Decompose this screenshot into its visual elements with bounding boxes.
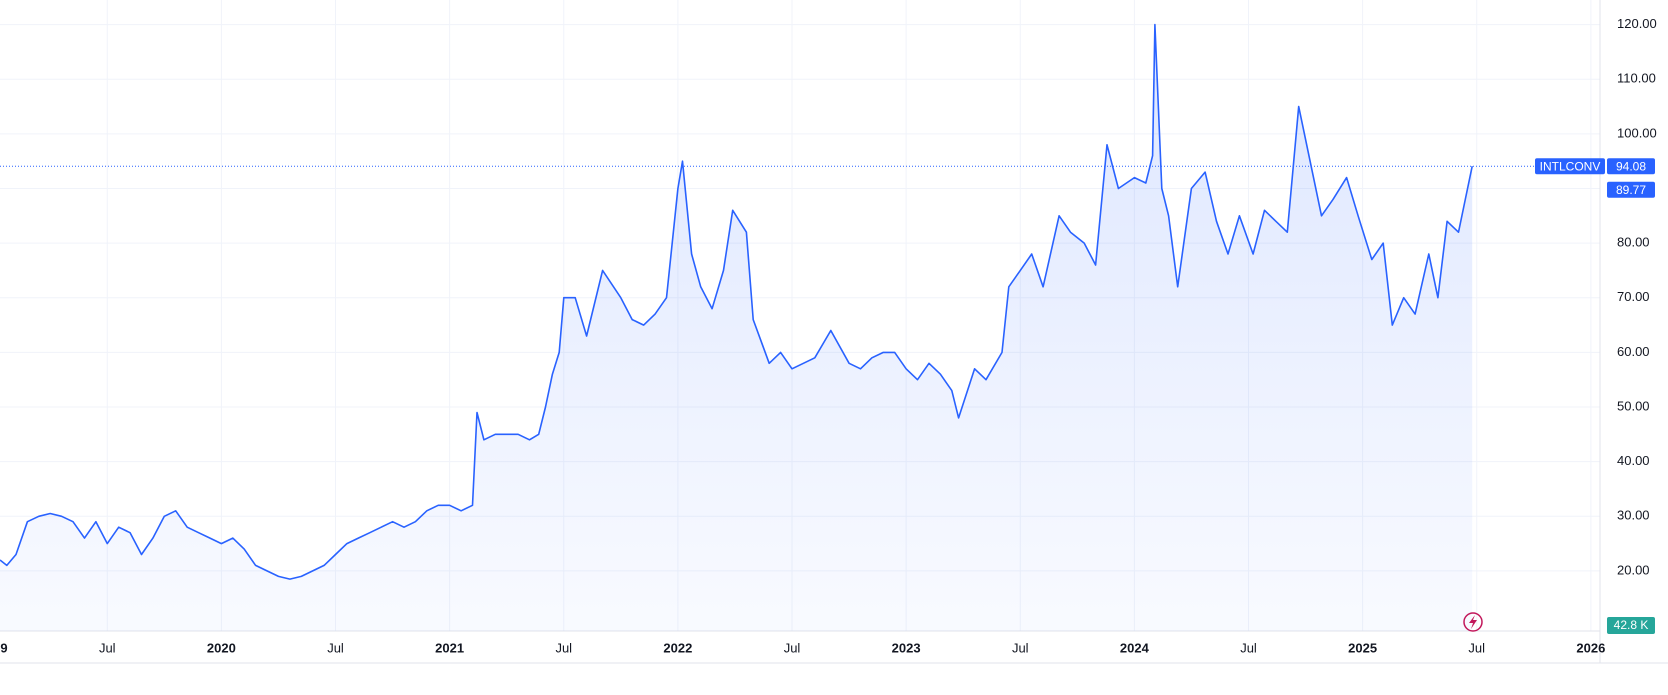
y-tick-label: 110.00	[1617, 71, 1656, 86]
marker-label: 89.77	[1616, 183, 1646, 197]
y-tick-label: 80.00	[1617, 235, 1650, 250]
last-price-tag	[1607, 158, 1655, 175]
area	[0, 24, 1473, 632]
y-tick-label: 30.00	[1617, 508, 1650, 523]
x-tick-label: Jul	[327, 640, 344, 655]
volume-tag	[1607, 617, 1655, 634]
y-tick-label: 20.00	[1617, 562, 1650, 577]
x-tick-label: 2021	[435, 640, 464, 655]
marker-tag	[1607, 181, 1655, 198]
volume-label: 42.8 K	[1614, 618, 1649, 632]
y-tick-label: 60.00	[1617, 344, 1650, 359]
x-tick-label: 2024	[1120, 640, 1150, 655]
x-tick-label: Jul	[555, 640, 572, 655]
last-price-label: 94.08	[1616, 159, 1646, 173]
y-tick-label: 70.00	[1617, 289, 1650, 304]
x-tick-label: Jul	[99, 640, 116, 655]
x-tick-label: 2019	[0, 640, 8, 655]
y-tick-label: 120.00	[1617, 16, 1657, 31]
x-tick-label: Jul	[1012, 640, 1029, 655]
y-tick-label: 50.00	[1617, 398, 1650, 413]
x-tick-label: Jul	[1468, 640, 1485, 655]
event-icon-bolt	[1469, 615, 1477, 629]
x-tick-label: 2025	[1348, 640, 1377, 655]
x-tick-label: Jul	[784, 640, 801, 655]
x-tick-label: Jul	[1240, 640, 1257, 655]
event-icon	[1463, 612, 1483, 632]
x-tick-label: 2022	[663, 640, 692, 655]
x-tick-label: 2023	[892, 640, 921, 655]
y-tick-label: 40.00	[1617, 453, 1650, 468]
x-tick-label: 2026	[1576, 640, 1605, 655]
price-line	[0, 23, 1473, 580]
symbol-label: INTLCONV	[1540, 159, 1601, 173]
symbol-tag	[1535, 158, 1605, 175]
x-tick-label: 2020	[207, 640, 236, 655]
y-tick-label: 100.00	[1617, 125, 1657, 140]
